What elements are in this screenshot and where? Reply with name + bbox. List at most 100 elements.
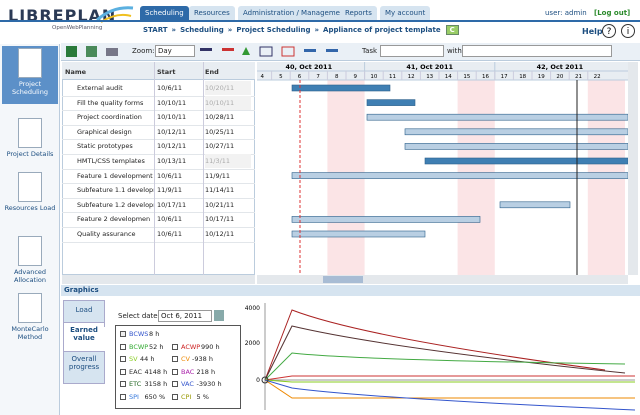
indicator-checkbox[interactable]: [120, 381, 126, 387]
graphics-tab[interactable]: Overall progress: [63, 351, 105, 384]
main-tab[interactable]: Reports: [340, 6, 377, 20]
line-vac: [264, 379, 636, 411]
sidebar-item[interactable]: Project Scheduling: [2, 48, 58, 96]
main-tab[interactable]: My account: [380, 6, 431, 20]
row-line: [62, 168, 255, 170]
sidebar-icon: [18, 293, 42, 323]
logout-link[interactable]: [Log out]: [594, 9, 631, 17]
breadcrumb-separator: »: [227, 26, 233, 34]
day-label: 4: [261, 74, 265, 80]
table-cell: 10/12/11: [205, 230, 235, 238]
table-cell: Feature 1 development: [77, 171, 153, 180]
indicator-value: 650 %: [144, 392, 166, 401]
gantt-hscroll[interactable]: [257, 275, 628, 284]
breadcrumb-item[interactable]: Project Scheduling: [236, 26, 311, 34]
indicator-checkbox[interactable]: [120, 368, 126, 375]
indicator-checkbox[interactable]: [120, 356, 126, 362]
gantt-bar: [499, 201, 571, 209]
indicator-checkbox[interactable]: [120, 393, 126, 400]
zoom-label: Zoom:: [132, 47, 155, 55]
indicator-checkbox[interactable]: [172, 368, 178, 375]
task-input[interactable]: [380, 45, 444, 57]
main-tab[interactable]: Administration / Management: [238, 6, 353, 20]
indicator-name: BAC: [181, 367, 195, 376]
row-line: [62, 95, 255, 97]
gantt-vscroll[interactable]: [628, 62, 638, 275]
row-line: [62, 110, 255, 112]
row-line: [62, 154, 255, 155]
day-label: 20: [556, 74, 563, 80]
col-sep: [203, 62, 204, 275]
with-input[interactable]: [462, 45, 612, 57]
main-tab[interactable]: Scheduling: [140, 6, 189, 20]
gantt-bar: [366, 99, 416, 106]
day-label: 8: [335, 74, 339, 80]
column-header: End: [205, 68, 219, 76]
chart-tick: 0: [256, 377, 260, 384]
gantt-bar: [404, 128, 628, 136]
indicator-name: CPI: [181, 392, 192, 401]
sidebar-item[interactable]: Project Details: [2, 118, 58, 158]
sidebar-item[interactable]: Advanced Allocation: [2, 236, 58, 284]
calendar-button[interactable]: [214, 310, 224, 321]
breadcrumb-item[interactable]: Appliance of project template: [323, 26, 441, 34]
gantt-bar: [366, 113, 628, 121]
gantt-bar: [291, 230, 426, 238]
day-label: 5: [279, 74, 283, 80]
task-label: Task: [362, 47, 378, 55]
row-line: [62, 139, 255, 141]
table-hscroll[interactable]: [62, 275, 255, 284]
indicator-checkbox[interactable]: [172, 343, 178, 350]
sidebar-label: Resources Load: [4, 204, 56, 212]
row-line: [62, 183, 255, 185]
table-cell: 10/17/11: [205, 215, 235, 224]
row-line: [62, 241, 255, 243]
indicator-name: EAC: [129, 367, 142, 376]
day-label: 7: [316, 74, 320, 80]
indicator-name: VAC: [181, 380, 194, 388]
breadcrumb-item[interactable]: Scheduling: [180, 26, 224, 34]
indicator-checkbox[interactable]: [172, 393, 178, 400]
day-label: 13: [426, 74, 433, 80]
indicator-box: [115, 325, 241, 409]
sidebar-icon: [18, 118, 42, 148]
date-label: Select date:: [118, 312, 160, 320]
indicator-checkbox[interactable]: [172, 356, 178, 362]
breadcrumb-separator: »: [171, 26, 177, 34]
table-cell: HMTL/CSS templates: [77, 157, 145, 165]
table-cell: Project coordination: [77, 113, 142, 122]
indicator-name: ACWP: [181, 342, 201, 351]
breadcrumb-item[interactable]: START: [143, 26, 168, 34]
day-label: 18: [519, 74, 526, 80]
graphics-tab[interactable]: Earned value: [63, 322, 104, 355]
date-input[interactable]: Oct 6, 2011: [158, 310, 212, 322]
zoom-select[interactable]: Day: [155, 45, 195, 57]
day-label: 9: [354, 74, 358, 80]
indicator-checkbox[interactable]: [120, 343, 126, 350]
help-link[interactable]: Help: [582, 27, 603, 36]
user-label: user: admin: [545, 9, 587, 17]
indicator-value: 4148 h: [144, 367, 168, 376]
indicator-value: 8 h: [149, 330, 160, 338]
with-label: with: [447, 47, 462, 55]
indicator-value: 3158 h: [144, 380, 168, 388]
table-cell: Fill the quality forms: [77, 98, 144, 107]
toolbar-icons: [66, 46, 118, 57]
table-cell: 10/10/11: [157, 113, 187, 122]
table-cell: Quality assurance: [77, 230, 136, 238]
table-cell: 11/3/11: [205, 154, 251, 168]
sidebar-item[interactable]: Resources Load: [2, 172, 58, 212]
day-label: 6: [298, 74, 302, 80]
week-label: 40, Oct 2011: [285, 63, 332, 71]
chart-marker: [261, 376, 269, 384]
indicator-checkbox[interactable]: [120, 331, 126, 337]
main-tab[interactable]: Resources: [189, 6, 235, 20]
breadcrumb-badge: C: [445, 25, 459, 35]
gantt-scroll-thumb[interactable]: [323, 276, 363, 283]
indicator-checkbox[interactable]: [172, 381, 178, 387]
sidebar: [0, 44, 60, 415]
sidebar-item[interactable]: MonteCarlo Method: [2, 293, 58, 341]
gantt-bar: [424, 157, 628, 165]
gantt-bar: [291, 172, 628, 179]
